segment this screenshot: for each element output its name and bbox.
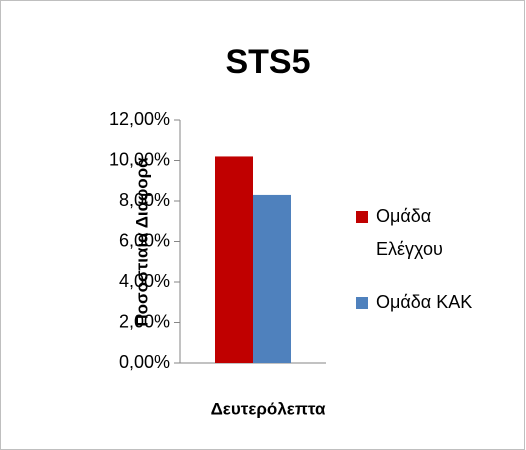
y-tick-label: 10,00% [109,149,170,169]
legend-item: Ομάδα Ελέγχου [356,200,486,266]
y-axis-label: Ποσοστιαία Διαφορά [132,157,151,327]
y-tick-label: 4,00% [119,271,170,291]
x-axis-label: Δευτερόλεπτα [211,399,326,418]
legend-item: Ομάδα ΚΑΚ [356,286,486,319]
y-tick-label: 12,00% [109,109,170,129]
chart-title: STS5 [225,43,310,81]
y-tick-label: 8,00% [119,190,170,210]
legend-label: Ομάδα ΚΑΚ [376,292,473,312]
y-tick-label: 0,00% [119,352,170,372]
legend-swatch [356,211,368,223]
bar [215,156,253,363]
y-tick-label: 6,00% [119,230,170,250]
legend-swatch [356,297,368,309]
y-tick-label: 2,00% [119,311,170,331]
legend-label: Ομάδα Ελέγχου [376,206,443,259]
bar [253,194,291,363]
